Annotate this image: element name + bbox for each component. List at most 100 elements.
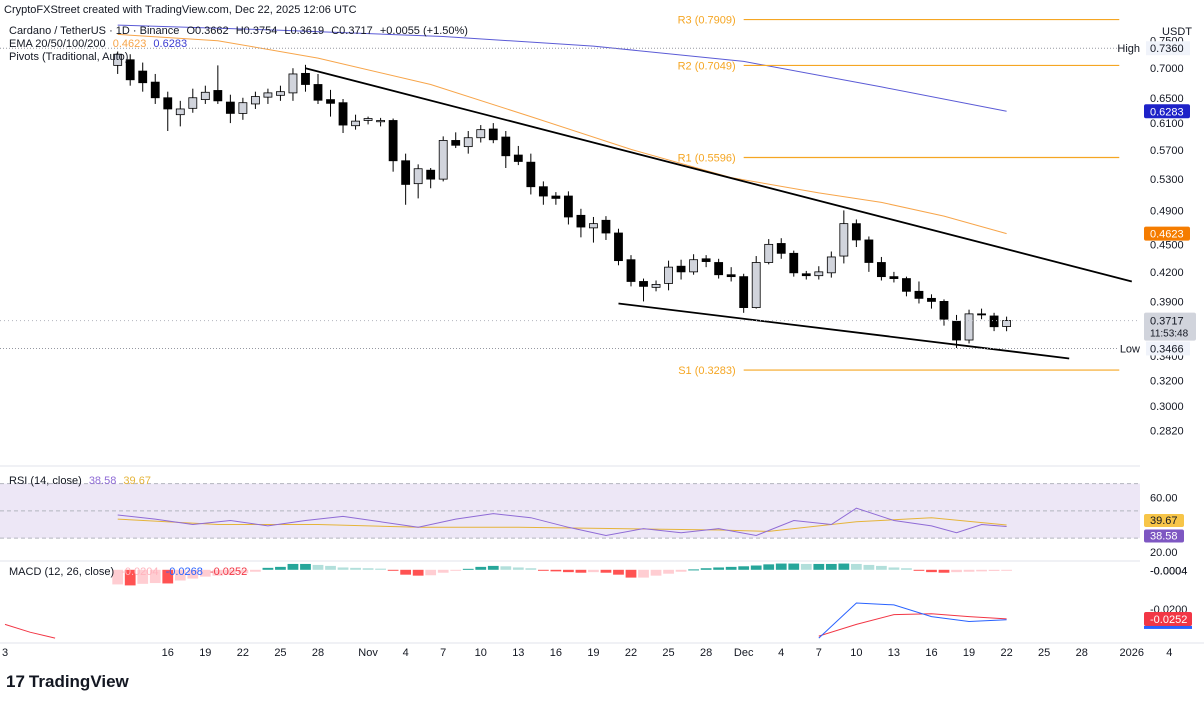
pivot-label-s1: S1 (0.3283): [678, 365, 735, 377]
macd-line-tag: [1144, 626, 1192, 629]
macd-histogram-bar: [863, 565, 874, 570]
macd-histogram-bar: [901, 568, 912, 570]
rsi-value: 38.58: [89, 475, 117, 487]
time-axis-label: Dec: [734, 647, 754, 659]
price-axis-label: 0.7000: [1150, 63, 1184, 75]
time-axis-label: 2026: [1120, 647, 1144, 659]
macd-histogram-bar: [838, 564, 849, 570]
ema-200-value: 0.6283: [153, 38, 187, 50]
low-label: Low: [1120, 343, 1140, 355]
candle-up: [665, 267, 673, 283]
currency-unit[interactable]: USDT: [1162, 26, 1192, 38]
macd-histogram-bar: [250, 570, 261, 572]
rsi-legend[interactable]: RSI (14, close) 38.58 39.67: [9, 475, 151, 487]
macd-line-value: -0.0268: [166, 566, 203, 578]
candle-up: [965, 314, 973, 340]
price-axis-label: 0.3900: [1150, 296, 1184, 308]
candle-up: [815, 272, 823, 276]
candle-up: [652, 284, 660, 287]
price-axis-label: 0.5300: [1150, 174, 1184, 186]
candle-down: [226, 102, 234, 113]
macd-histogram-bar: [676, 570, 687, 572]
macd-histogram-bar: [626, 570, 637, 578]
macd-hist-value: -0.0204: [121, 566, 158, 578]
candle-up: [439, 140, 447, 179]
time-axis-label: 10: [475, 647, 487, 659]
candle-down: [602, 220, 610, 233]
macd-histogram-bar: [688, 569, 699, 570]
time-axis-label: 25: [1038, 647, 1050, 659]
macd-hist-axis-text: -0.0004: [1150, 566, 1187, 578]
time-axis-label: 19: [199, 647, 211, 659]
macd-histogram-bar: [989, 570, 1000, 571]
candle-down: [564, 196, 572, 217]
high-label: High: [1117, 43, 1140, 55]
macd-histogram-bar: [388, 570, 399, 571]
macd-legend[interactable]: MACD (12, 26, close) -0.0204 -0.0268 -0.…: [9, 566, 247, 578]
macd-histogram-bar: [826, 564, 837, 570]
low-value-text: 0.3466: [1150, 343, 1184, 355]
candle-up: [690, 260, 698, 272]
candle-up: [765, 244, 773, 262]
candle-down: [502, 137, 510, 156]
time-axis-label: 4: [778, 647, 784, 659]
macd-histogram-bar: [588, 570, 599, 572]
macd-histogram-bar: [488, 566, 499, 570]
time-axis-label: 25: [274, 647, 286, 659]
time-axis-label: 22: [1000, 647, 1012, 659]
pivots-legend[interactable]: Pivots (Traditional, Auto): [9, 51, 128, 63]
time-axis-label: 7: [816, 647, 822, 659]
ema-legend[interactable]: EMA 20/50/100/200 0.4623 0.6283: [9, 38, 187, 50]
rsi-axis-label: 20.00: [1150, 547, 1178, 559]
falling-wedge-lower-trendline: [618, 303, 1069, 358]
candle-up: [239, 103, 247, 114]
macd-signal-line-left: [5, 624, 55, 638]
candle-down: [978, 314, 986, 315]
macd-histogram-bar: [538, 570, 549, 571]
candle-up: [352, 121, 360, 126]
macd-histogram-bar: [976, 570, 987, 572]
time-axis-label: 28: [1076, 647, 1088, 659]
time-axis-label: 4: [1166, 647, 1172, 659]
candle-down: [627, 260, 635, 282]
candle-up: [827, 257, 835, 273]
candle-down: [427, 170, 435, 179]
symbol-legend: Cardano / TetherUS · 1D · Binance O0.366…: [9, 25, 468, 37]
macd-histogram-bar: [513, 567, 524, 569]
macd-histogram-bar: [1001, 570, 1012, 571]
candle-down: [677, 266, 685, 272]
time-axis-label: 3: [2, 647, 8, 659]
candle-up: [189, 98, 197, 109]
candle-down: [852, 224, 860, 240]
rsi-label: RSI (14, close): [9, 475, 82, 487]
candle-down: [452, 140, 460, 145]
macd-histogram-bar: [926, 570, 937, 572]
candle-down: [489, 129, 497, 140]
macd-histogram-bar: [475, 567, 486, 570]
candle-down: [314, 84, 322, 100]
time-axis-label: 7: [440, 647, 446, 659]
candle-down: [164, 98, 172, 109]
last-price-text: 0.3717: [1150, 316, 1184, 328]
symbol-name[interactable]: Cardano / TetherUS · 1D · Binance: [9, 25, 179, 37]
macd-histogram-bar: [914, 570, 925, 571]
macd-histogram-bar: [338, 567, 349, 569]
macd-histogram-bar: [313, 565, 324, 570]
candle-down: [139, 71, 147, 83]
candle-up: [251, 97, 259, 104]
candle-down: [940, 301, 948, 319]
pivot-label-r1: R1 (0.5596): [678, 152, 736, 164]
candle-down: [640, 281, 648, 286]
macd-histogram-bar: [613, 570, 624, 575]
time-axis-label: 22: [625, 647, 637, 659]
candle-down: [577, 215, 585, 227]
candle-down: [702, 259, 710, 262]
macd-histogram-bar: [576, 570, 587, 573]
candle-down: [953, 321, 961, 340]
macd-histogram-bar: [500, 566, 511, 570]
macd-histogram-bar: [788, 564, 799, 570]
pivot-label-r2: R2 (0.7049): [678, 60, 736, 72]
macd-histogram-bar: [751, 566, 762, 570]
